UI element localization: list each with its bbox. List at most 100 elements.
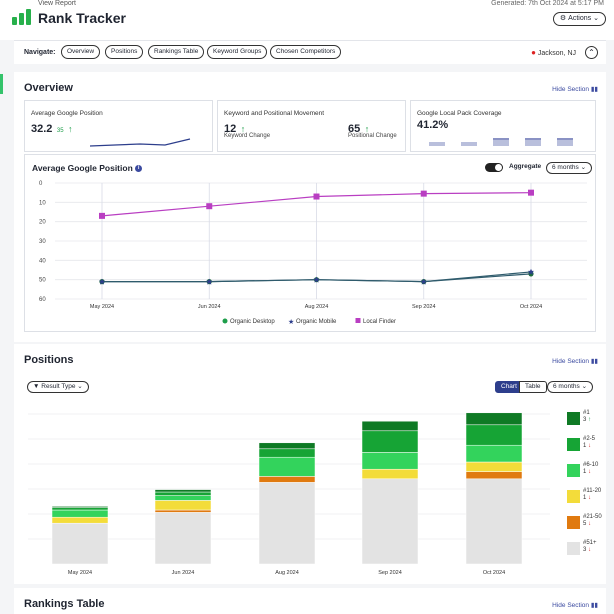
local-finder-point (313, 193, 320, 200)
avg-position-card: Average Google Position 32.2 35 ↑ (24, 100, 213, 152)
arrow-up-icon: ↑ (68, 124, 73, 134)
local-pack-title: Google Local Pack Coverage (417, 110, 502, 117)
legend-swatch (567, 438, 580, 451)
arrow-down-icon: ↓ (586, 469, 592, 475)
line-range-select[interactable]: 6 months ⌄ (546, 162, 593, 174)
avg-position-value: 32.2 (31, 123, 53, 135)
arrow-down-icon: ↓ (586, 547, 592, 553)
x-tick-label: Sep 2024 (412, 304, 436, 310)
bar-segment (51, 507, 109, 511)
avg-position-sparkline (89, 138, 191, 147)
arrow-down-icon: ↓ (586, 443, 592, 449)
movement-card: Keyword and Positional Movement 12 ↑ Key… (217, 100, 406, 152)
nav-item-chosen-competitors[interactable]: Chosen Competitors (270, 45, 342, 59)
positions-hide-section-link[interactable]: Hide Section ▮▮ (552, 357, 598, 365)
actions-button[interactable]: ⚙ Actions ⌄ (552, 12, 606, 26)
bar-segment (258, 456, 316, 477)
local-finder-point (528, 189, 534, 196)
positions-bar-chart: May 2024 Jun 2024 Aug 2024 Sep 2024 Oct 2024 (28, 412, 550, 576)
navigate-label: Navigate: (24, 49, 56, 56)
table-tab[interactable]: Table (519, 381, 547, 393)
bar-range-select[interactable]: 6 months ⌄ (547, 381, 594, 393)
location[interactable]: ● Jackson, NJ (531, 48, 576, 57)
bar-segment (154, 489, 212, 493)
y-tick-label: 40 (39, 258, 46, 264)
nav-item-rankings-table[interactable]: Rankings Table (148, 45, 205, 59)
legend-change-value: 5 (583, 521, 587, 527)
local-pack-value: 41.2% (417, 119, 449, 131)
arrow-down-icon: ↓ (586, 521, 592, 527)
local-pack-card: Google Local Pack Coverage 41.2% (410, 100, 596, 152)
bar-segment (154, 500, 212, 511)
organic-mobile-point (313, 276, 320, 283)
legend-marker-local-finder (355, 318, 361, 323)
location-label: Jackson, NJ (537, 50, 576, 57)
bar-segment (258, 482, 316, 565)
sidebar-accent (0, 74, 3, 94)
aggregate-label: Aggregate (509, 163, 542, 170)
aggregate-toggle[interactable] (485, 163, 503, 172)
chevron-up-icon: ⌃ (588, 48, 595, 57)
positional-change-label: Positional Change (348, 133, 397, 139)
chevron-down-icon: ⌄ (77, 383, 83, 390)
nav-item-keyword-groups[interactable]: Keyword Groups (207, 45, 268, 59)
legend-label: Organic Mobile (296, 319, 337, 325)
info-icon[interactable]: i (135, 165, 143, 173)
bar-chart-icon: ▮▮ (590, 358, 598, 365)
legend-swatch (567, 464, 580, 477)
bar-range-label: 6 months (553, 383, 580, 390)
bar-segment (465, 478, 523, 565)
view-report-link[interactable]: View Report (38, 0, 77, 7)
y-tick-label: 30 (39, 239, 46, 245)
positions-title: Positions (24, 354, 74, 366)
bar-segment (361, 452, 419, 470)
x-tick-label: May 2024 (90, 304, 114, 310)
legend-label: Organic Desktop (230, 319, 275, 325)
line-range-label: 6 months (552, 164, 579, 171)
bar-segment (154, 491, 212, 496)
result-type-filter[interactable]: ▼ Result Type ⌄ (27, 381, 89, 393)
overview-hide-section-link[interactable]: Hide Section ▮▮ (552, 85, 598, 93)
legend-change-value: 1 (583, 469, 587, 475)
local-finder-point (420, 190, 427, 197)
movement-title: Keyword and Positional Movement (224, 110, 325, 117)
legend-change: 3 ↑ (583, 417, 591, 423)
nav-item-overview[interactable]: Overview (61, 45, 101, 59)
organic-mobile-point (99, 278, 105, 285)
avg-position-chart-title: Average Google Position i (32, 163, 143, 173)
x-tick-label: Jun 2024 (172, 570, 195, 576)
bar-segment (258, 448, 316, 458)
bar-chart-icon: ▮▮ (590, 86, 598, 93)
bar-segment (465, 471, 523, 480)
app-header: View Report Rank Tracker Generated: 7th … (0, 0, 614, 40)
bar-segment (465, 444, 523, 463)
keyword-change-label: Keyword Change (224, 133, 271, 139)
x-tick-label: May 2024 (68, 570, 92, 576)
legend-change: 1 ↓ (583, 495, 591, 501)
keyword-change-value: 12 (224, 123, 237, 135)
organic-mobile-point (420, 278, 427, 285)
legend-marker-organic-mobile: ★ (288, 318, 294, 326)
collapse-nav-button[interactable]: ⌃ (585, 46, 598, 59)
arrow-up-icon: ↑ (240, 124, 246, 134)
arrow-up-icon: ↑ (586, 417, 592, 423)
legend-change: 1 ↓ (583, 443, 591, 449)
page-title: Rank Tracker (38, 10, 126, 26)
hide-section-label: Hide Section (552, 602, 590, 609)
local-pack-sparkbars (429, 138, 573, 146)
bar-segment (361, 468, 419, 480)
chevron-down-icon: ⌄ (580, 164, 587, 171)
y-tick-label: 10 (39, 200, 46, 206)
x-tick-label: Jun 2024 (198, 304, 221, 310)
nav-item-positions[interactable]: Positions (105, 45, 144, 59)
generated-timestamp: Generated: 7th Oct 2024 at 5:17 PM (491, 0, 604, 7)
rankings-table-title: Rankings Table (24, 598, 105, 610)
result-type-label: Result Type (41, 383, 76, 390)
legend-change-value: 1 (583, 495, 587, 501)
bar-segment (154, 509, 212, 513)
bar-segment (465, 461, 523, 472)
avg-position-chart-title-text: Average Google Position (32, 163, 133, 173)
rankings-hide-section-link[interactable]: Hide Section ▮▮ (552, 601, 598, 609)
bar-segment (154, 512, 212, 565)
